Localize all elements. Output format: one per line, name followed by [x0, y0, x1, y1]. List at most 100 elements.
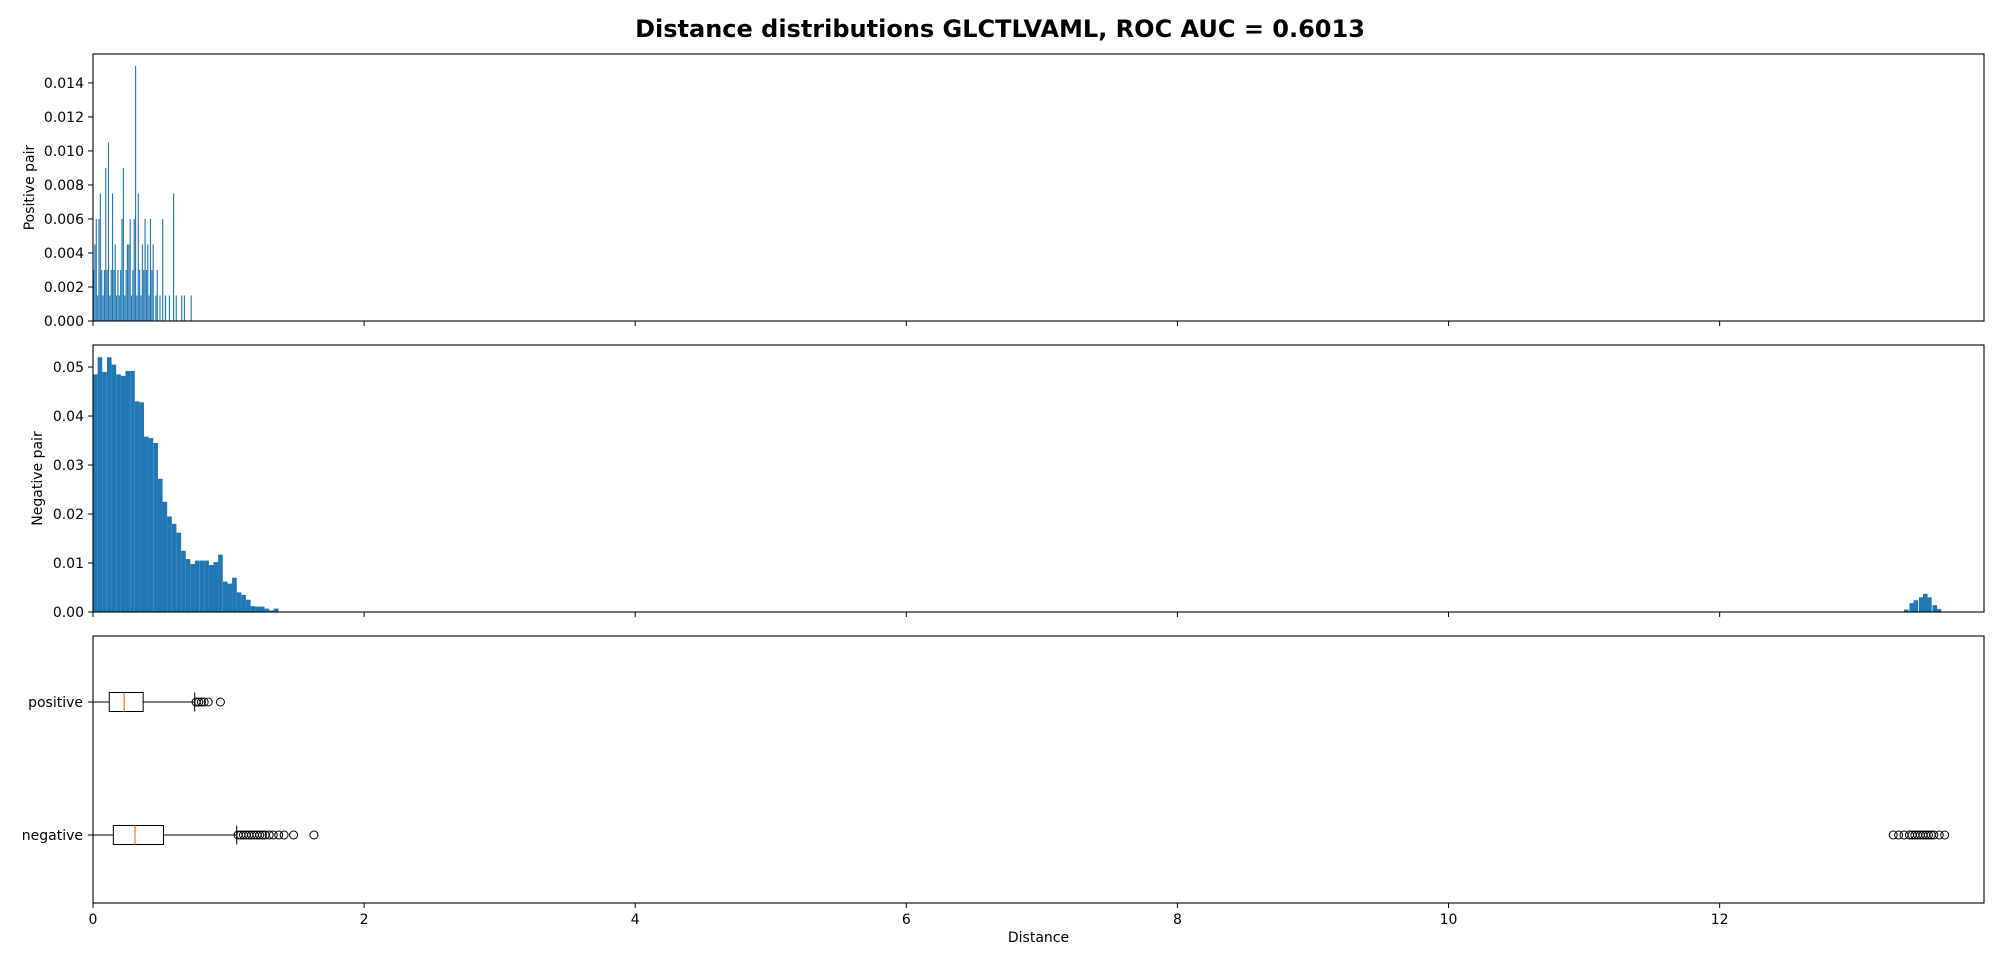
- histogram-bar: [136, 295, 138, 321]
- histogram-bar: [145, 269, 147, 321]
- histogram-bar: [107, 142, 110, 321]
- y-tick-label: 0.00: [53, 605, 84, 621]
- y-tick-label: 0.04: [53, 409, 84, 425]
- histogram-bar: [1923, 593, 1928, 612]
- box-outlier-point: [1934, 830, 1944, 840]
- histogram-bar: [151, 269, 153, 321]
- histogram-bar: [101, 269, 103, 321]
- histogram-bar: [273, 608, 279, 612]
- histogram-bar: [162, 501, 168, 612]
- histogram-bar: [175, 295, 177, 321]
- histogram-bar: [159, 295, 161, 321]
- axes-frame: [92, 635, 1985, 904]
- y-tick-label: 0.008: [44, 178, 84, 194]
- y-tick-label: 0.01: [53, 556, 84, 572]
- histogram-bar: [120, 269, 122, 321]
- histogram-bar: [148, 295, 150, 321]
- axes-frame: [92, 344, 1985, 613]
- histogram-bar: [143, 436, 149, 612]
- histogram-bar: [140, 295, 142, 321]
- histogram-bar: [99, 193, 101, 321]
- histogram-bar: [130, 370, 135, 612]
- histogram-bar: [117, 269, 119, 321]
- histogram-bar: [139, 402, 144, 612]
- x-axis-label: Distance: [1008, 930, 1069, 946]
- box-iqr: [108, 692, 144, 712]
- histogram-bar: [128, 244, 130, 321]
- histogram-bar: [1909, 603, 1915, 612]
- box-outlier-point: [1929, 830, 1939, 840]
- box-outlier-point: [268, 830, 278, 840]
- histogram-bar: [111, 364, 117, 612]
- histogram-bar: [227, 583, 233, 612]
- positive-pair-histogram-panel: 0.000 0.002 0.004 0.006 0.008 0.010 0.012 0.014…: [22, 53, 1985, 330]
- histogram-bar: [133, 218, 135, 321]
- box-outlier-point: [255, 830, 265, 840]
- histogram-bar: [199, 560, 205, 612]
- histogram-bar: [194, 560, 200, 612]
- histogram-bar: [1904, 609, 1909, 612]
- histogram-bar: [269, 610, 274, 612]
- histogram-bar: [121, 218, 123, 321]
- box-outlier-point: [194, 697, 204, 707]
- histogram-bar: [93, 269, 95, 321]
- box-outlier-point: [1923, 830, 1933, 840]
- histogram-bar: [149, 218, 152, 321]
- histogram-bar: [255, 606, 260, 612]
- box-outlier-point: [1888, 830, 1898, 840]
- x-tick-label: 6: [902, 912, 911, 928]
- histogram-bar: [106, 357, 112, 612]
- histogram-bar: [246, 599, 251, 612]
- histogram-bar: [97, 295, 99, 321]
- histogram-bar: [1927, 597, 1932, 612]
- histogram-bar: [116, 374, 121, 612]
- histogram-bar: [204, 560, 209, 612]
- histogram-bar: [124, 295, 126, 321]
- histogram-bar: [1913, 600, 1919, 612]
- histogram-bar: [113, 269, 115, 321]
- histogram-bar: [222, 581, 228, 612]
- box-outlier-point: [289, 830, 299, 840]
- histogram-bar: [176, 532, 182, 612]
- histogram-bar: [130, 295, 133, 321]
- histogram-bar: [129, 218, 131, 321]
- histogram-bar: [135, 65, 137, 322]
- histogram-bar: [190, 563, 195, 612]
- histogram-bar: [148, 438, 154, 612]
- histogram-bar: [125, 370, 131, 612]
- y-category-label: negative: [22, 828, 83, 844]
- box-outlier-point: [1894, 830, 1904, 840]
- histogram-bar: [171, 523, 177, 612]
- box-outlier-point: [257, 830, 267, 840]
- histogram-bar: [153, 442, 158, 612]
- histogram-bar: [134, 401, 140, 612]
- histogram-bar: [147, 244, 149, 321]
- histogram-bar: [155, 295, 157, 321]
- histogram-bar: [168, 295, 171, 321]
- box-iqr: [112, 825, 164, 845]
- box-outlier-point: [203, 697, 213, 707]
- histogram-bar: [137, 193, 139, 321]
- histogram-bar: [232, 577, 237, 612]
- histogram-bar: [102, 295, 104, 321]
- y-tick-label: 0.012: [44, 110, 84, 126]
- histogram-bar: [1918, 597, 1924, 612]
- y-tick-label: 0.000: [44, 314, 84, 330]
- histogram-bar: [110, 269, 112, 321]
- histogram-bar: [162, 218, 164, 321]
- histogram-bar: [106, 269, 108, 321]
- histogram-bar: [264, 608, 270, 612]
- histogram-bar: [97, 357, 103, 612]
- histogram-bar: [118, 295, 120, 321]
- distance-boxplot-panel: positive negative 0 2 4 6 8 10 12: [22, 635, 1985, 928]
- x-tick-label: 2: [360, 912, 369, 928]
- y-tick-label: 0.010: [44, 144, 84, 160]
- box-outlier-point: [215, 697, 225, 707]
- histogram-bar: [105, 167, 107, 321]
- histogram-bar: [114, 244, 116, 321]
- histogram-bar: [213, 562, 219, 612]
- histogram-bar: [250, 606, 256, 612]
- chart-title: Distance distributions GLCTLVAML, ROC AU…: [635, 15, 1365, 43]
- axes-frame: [92, 53, 1985, 322]
